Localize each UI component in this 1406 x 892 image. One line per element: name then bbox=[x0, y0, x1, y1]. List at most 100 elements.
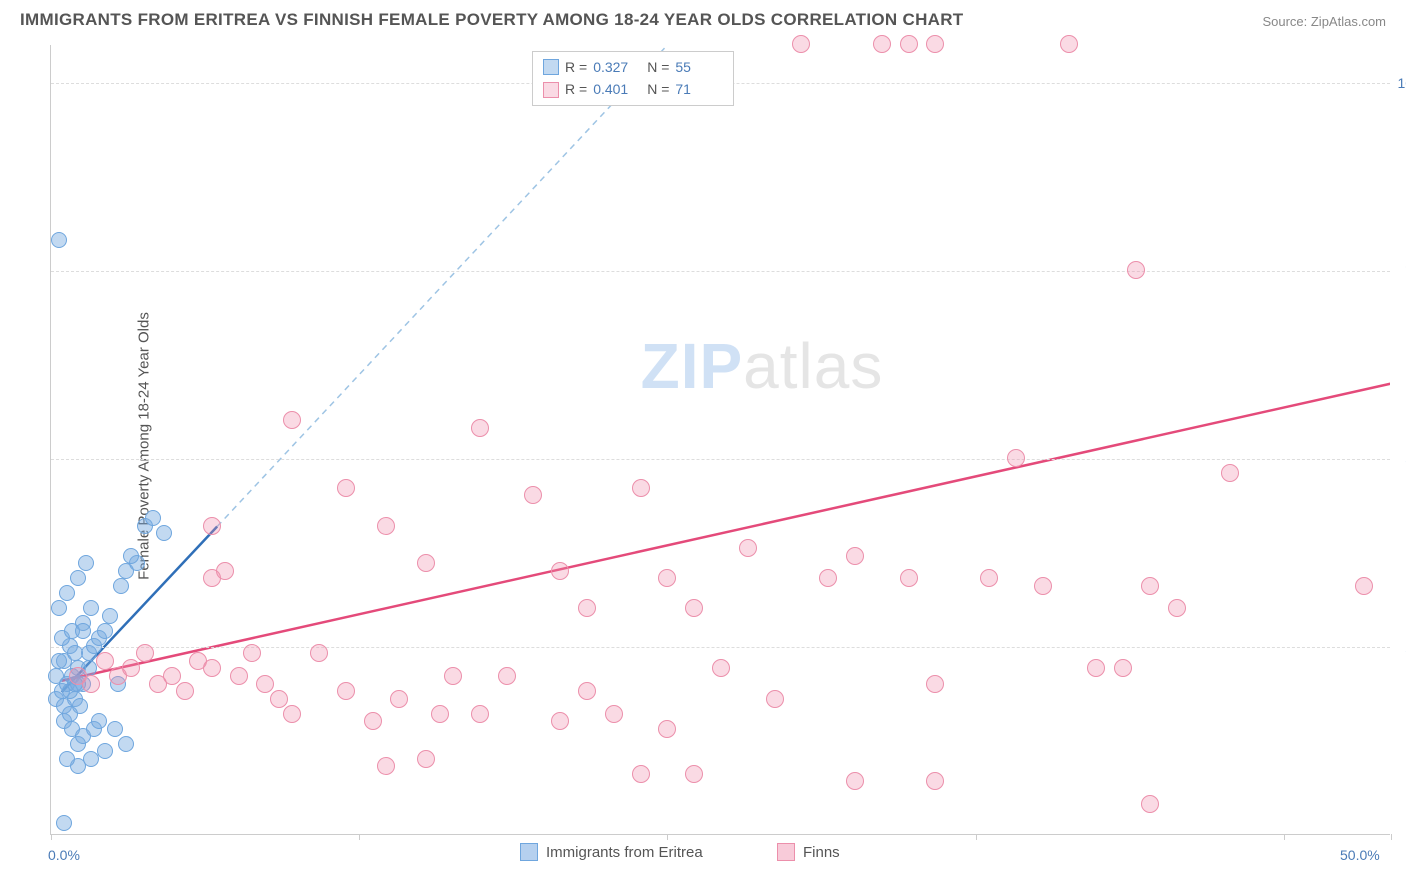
legend-r-label: R = bbox=[565, 78, 587, 100]
legend-item: Immigrants from Eritrea bbox=[520, 843, 703, 861]
scatter-point bbox=[417, 554, 435, 572]
scatter-point bbox=[377, 757, 395, 775]
scatter-point bbox=[91, 713, 107, 729]
scatter-point bbox=[337, 682, 355, 700]
scatter-point bbox=[59, 751, 75, 767]
scatter-point bbox=[67, 645, 83, 661]
scatter-point bbox=[873, 35, 891, 53]
x-tick bbox=[51, 834, 52, 840]
scatter-point bbox=[792, 35, 810, 53]
scatter-point bbox=[163, 667, 181, 685]
x-axis-min-label: 0.0% bbox=[48, 847, 80, 863]
scatter-point bbox=[97, 623, 113, 639]
scatter-point bbox=[471, 419, 489, 437]
scatter-point bbox=[739, 539, 757, 557]
source-attribution: Source: ZipAtlas.com bbox=[1262, 14, 1386, 29]
legend-r-value: 0.327 bbox=[593, 56, 641, 78]
legend-row: R =0.327N =55 bbox=[543, 56, 723, 78]
scatter-point bbox=[926, 675, 944, 693]
scatter-point bbox=[243, 644, 261, 662]
scatter-point bbox=[390, 690, 408, 708]
scatter-point bbox=[926, 772, 944, 790]
legend-n-label: N = bbox=[647, 56, 669, 78]
scatter-point bbox=[203, 517, 221, 535]
scatter-point bbox=[364, 712, 382, 730]
gridline bbox=[51, 459, 1390, 460]
scatter-point bbox=[176, 682, 194, 700]
scatter-point bbox=[417, 750, 435, 768]
scatter-point bbox=[1127, 261, 1145, 279]
scatter-point bbox=[900, 569, 918, 587]
scatter-point bbox=[230, 667, 248, 685]
legend-item: Finns bbox=[777, 843, 840, 861]
x-axis-max-label: 50.0% bbox=[1340, 847, 1380, 863]
scatter-point bbox=[1168, 599, 1186, 617]
scatter-point bbox=[113, 578, 129, 594]
scatter-point bbox=[70, 570, 86, 586]
scatter-point bbox=[926, 35, 944, 53]
scatter-point bbox=[145, 510, 161, 526]
scatter-point bbox=[632, 765, 650, 783]
legend-label: Finns bbox=[803, 844, 840, 861]
scatter-point bbox=[310, 644, 328, 662]
legend-n-value: 71 bbox=[675, 78, 723, 100]
scatter-point bbox=[123, 548, 139, 564]
scatter-point bbox=[578, 599, 596, 617]
scatter-point bbox=[819, 569, 837, 587]
scatter-point bbox=[980, 569, 998, 587]
scatter-point bbox=[75, 623, 91, 639]
scatter-point bbox=[846, 772, 864, 790]
scatter-point bbox=[578, 682, 596, 700]
scatter-point bbox=[658, 569, 676, 587]
scatter-point bbox=[337, 479, 355, 497]
y-tick-label: 100.0% bbox=[1398, 75, 1406, 91]
scatter-point bbox=[471, 705, 489, 723]
legend-n-value: 55 bbox=[675, 56, 723, 78]
scatter-point bbox=[136, 644, 154, 662]
scatter-point bbox=[203, 569, 221, 587]
scatter-point bbox=[498, 667, 516, 685]
scatter-point bbox=[96, 652, 114, 670]
scatter-point bbox=[685, 765, 703, 783]
scatter-point bbox=[118, 736, 134, 752]
scatter-point bbox=[51, 653, 67, 669]
scatter-point bbox=[270, 690, 288, 708]
plot-area: ZIPatlas 25.0%50.0%75.0%100.0% bbox=[50, 45, 1390, 835]
legend-swatch bbox=[777, 843, 795, 861]
x-tick bbox=[976, 834, 977, 840]
scatter-point bbox=[1141, 577, 1159, 595]
scatter-point bbox=[59, 585, 75, 601]
x-tick bbox=[1284, 834, 1285, 840]
scatter-point bbox=[766, 690, 784, 708]
scatter-point bbox=[551, 562, 569, 580]
scatter-point bbox=[56, 815, 72, 831]
scatter-point bbox=[1060, 35, 1078, 53]
legend-label: Immigrants from Eritrea bbox=[546, 844, 703, 861]
scatter-point bbox=[1355, 577, 1373, 595]
legend-swatch bbox=[520, 843, 538, 861]
scatter-point bbox=[685, 599, 703, 617]
scatter-point bbox=[51, 600, 67, 616]
scatter-point bbox=[1114, 659, 1132, 677]
scatter-point bbox=[283, 411, 301, 429]
legend-swatch bbox=[543, 82, 559, 98]
scatter-point bbox=[1221, 464, 1239, 482]
scatter-point bbox=[102, 608, 118, 624]
scatter-point bbox=[256, 675, 274, 693]
scatter-point bbox=[712, 659, 730, 677]
chart-title: IMMIGRANTS FROM ERITREA VS FINNISH FEMAL… bbox=[20, 10, 964, 30]
trend-line bbox=[62, 384, 1390, 681]
scatter-point bbox=[846, 547, 864, 565]
scatter-point bbox=[83, 600, 99, 616]
scatter-point bbox=[122, 659, 140, 677]
scatter-point bbox=[1007, 449, 1025, 467]
scatter-point bbox=[203, 659, 221, 677]
scatter-point bbox=[658, 720, 676, 738]
watermark: ZIPatlas bbox=[641, 329, 884, 403]
scatter-point bbox=[431, 705, 449, 723]
scatter-point bbox=[62, 706, 78, 722]
scatter-point bbox=[900, 35, 918, 53]
scatter-point bbox=[48, 668, 64, 684]
scatter-point bbox=[524, 486, 542, 504]
scatter-point bbox=[444, 667, 462, 685]
